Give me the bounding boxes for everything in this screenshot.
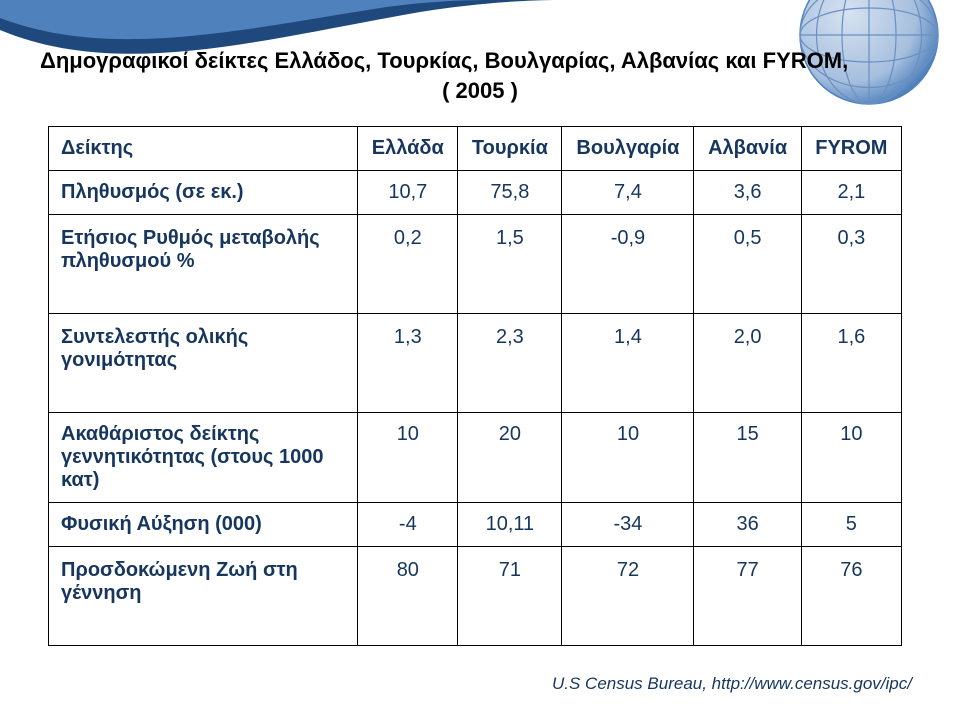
- table-header-row: ΔείκτηςΕλλάδαΤουρκίαΒουλγαρίαΑλβανίαFYRO…: [49, 127, 902, 171]
- table-cell: 0,5: [694, 215, 801, 314]
- demographics-table: ΔείκτηςΕλλάδαΤουρκίαΒουλγαρίαΑλβανίαFYRO…: [48, 126, 902, 646]
- table-cell: 10,11: [458, 503, 562, 547]
- table-cell: -4: [358, 503, 458, 547]
- col-header: Ελλάδα: [358, 127, 458, 171]
- table-row: Ακαθάριστος δείκτης γεννητικότητας (στου…: [49, 413, 902, 503]
- table-row: Ετήσιος Ρυθμός μεταβολής πληθυσμού %0,21…: [49, 215, 902, 314]
- table-cell: 10: [562, 413, 694, 503]
- table-cell: 2,0: [694, 314, 801, 413]
- table-cell: 15: [694, 413, 801, 503]
- col-header: Βουλγαρία: [562, 127, 694, 171]
- table-cell: 2,1: [801, 171, 901, 215]
- row-label: Πληθυσμός (σε εκ.): [49, 171, 358, 215]
- table-cell: 10: [801, 413, 901, 503]
- table-cell: 1,3: [358, 314, 458, 413]
- data-table-container: ΔείκτηςΕλλάδαΤουρκίαΒουλγαρίαΑλβανίαFYRO…: [48, 126, 902, 646]
- table-cell: 76: [801, 547, 901, 646]
- slide: Δημογραφικοί δείκτες Ελλάδος, Τουρκίας, …: [0, 0, 960, 716]
- table-cell: 10,7: [358, 171, 458, 215]
- table-cell: 0,3: [801, 215, 901, 314]
- table-cell: 1,5: [458, 215, 562, 314]
- col-header: Αλβανία: [694, 127, 801, 171]
- slide-title: Δημογραφικοί δείκτες Ελλάδος, Τουρκίας, …: [40, 46, 920, 105]
- row-label: Ακαθάριστος δείκτης γεννητικότητας (στου…: [49, 413, 358, 503]
- table-cell: 71: [458, 547, 562, 646]
- table-body: Πληθυσμός (σε εκ.)10,775,87,43,62,1Ετήσι…: [49, 171, 902, 646]
- title-line-1: Δημογραφικοί δείκτες Ελλάδος, Τουρκίας, …: [40, 46, 920, 76]
- table-cell: 7,4: [562, 171, 694, 215]
- table-cell: 5: [801, 503, 901, 547]
- table-cell: -34: [562, 503, 694, 547]
- table-cell: 72: [562, 547, 694, 646]
- table-cell: 80: [358, 547, 458, 646]
- table-row: Πληθυσμός (σε εκ.)10,775,87,43,62,1: [49, 171, 902, 215]
- row-label: Φυσική Αύξηση (000): [49, 503, 358, 547]
- table-cell: 0,2: [358, 215, 458, 314]
- table-row: Προσδοκώμενη Ζωή στη γέννηση8071727776: [49, 547, 902, 646]
- table-cell: 75,8: [458, 171, 562, 215]
- table-cell: 2,3: [458, 314, 562, 413]
- table-cell: -0,9: [562, 215, 694, 314]
- col-header: Τουρκία: [458, 127, 562, 171]
- table-cell: 36: [694, 503, 801, 547]
- row-label: Ετήσιος Ρυθμός μεταβολής πληθυσμού %: [49, 215, 358, 314]
- col-header: FYROM: [801, 127, 901, 171]
- table-cell: 10: [358, 413, 458, 503]
- col-header-indicator: Δείκτης: [49, 127, 358, 171]
- table-cell: 77: [694, 547, 801, 646]
- row-label: Προσδοκώμενη Ζωή στη γέννηση: [49, 547, 358, 646]
- table-cell: 3,6: [694, 171, 801, 215]
- title-line-2: ( 2005 ): [40, 76, 920, 106]
- table-row: Συντελεστής ολικής γονιμότητας1,32,31,42…: [49, 314, 902, 413]
- citation-text: U.S Census Bureau, http://www.census.gov…: [552, 674, 912, 694]
- table-row: Φυσική Αύξηση (000)-410,11-34365: [49, 503, 902, 547]
- table-cell: 1,6: [801, 314, 901, 413]
- table-cell: 20: [458, 413, 562, 503]
- table-cell: 1,4: [562, 314, 694, 413]
- row-label: Συντελεστής ολικής γονιμότητας: [49, 314, 358, 413]
